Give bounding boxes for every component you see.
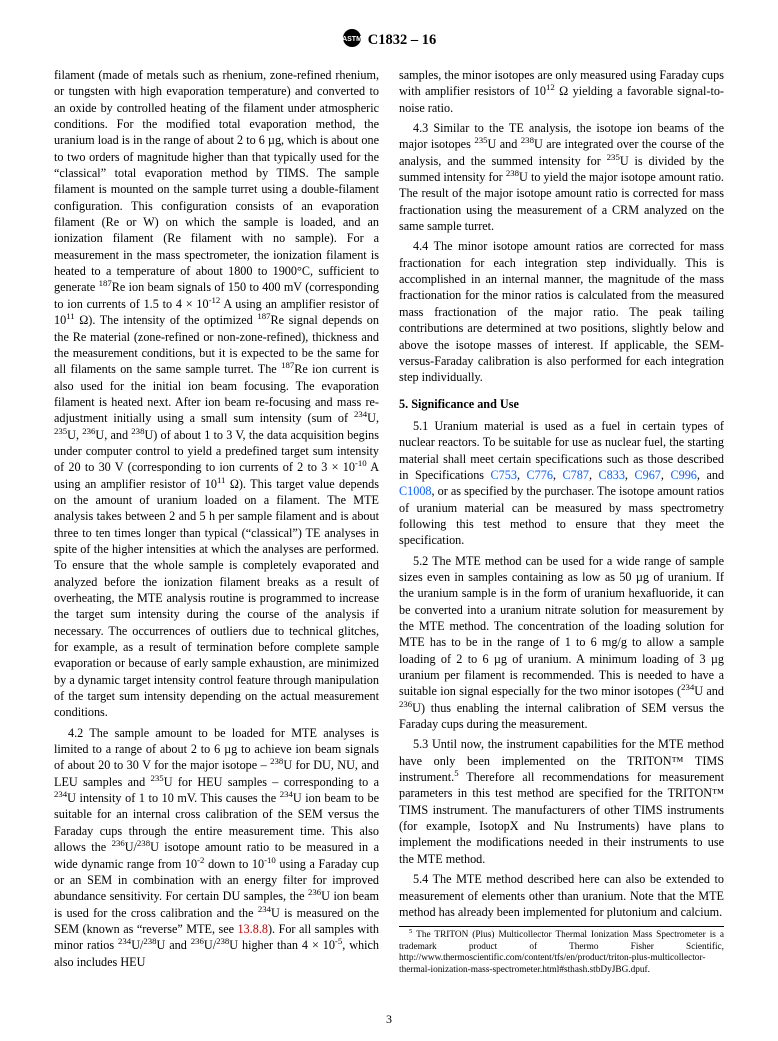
ref-c776[interactable]: C776 <box>527 468 553 482</box>
para-5-4: 5.4 The MTE method described here can al… <box>399 871 724 920</box>
doc-designation: C1832 – 16 <box>368 32 436 48</box>
para-5-1: 5.1 Uranium material is used as a fuel i… <box>399 418 724 549</box>
para-5-2: 5.2 The MTE method can be used for a wid… <box>399 553 724 733</box>
footnote-5: 5 The TRITON (Plus) Multicollector Therm… <box>399 926 724 976</box>
xref-13-8-8[interactable]: 13.8.8 <box>238 922 268 936</box>
astm-logo-icon: ASTM <box>342 28 362 53</box>
page: ASTM C1832 – 16 filament (made of metals… <box>0 0 778 1041</box>
ref-c753[interactable]: C753 <box>491 468 517 482</box>
ref-c833[interactable]: C833 <box>599 468 625 482</box>
para-4-3: 4.3 Similar to the TE analysis, the isot… <box>399 120 724 234</box>
para-4-2: 4.2 The sample amount to be loaded for M… <box>54 725 379 970</box>
section-5-heading: 5. Significance and Use <box>399 396 724 412</box>
body-columns: filament (made of metals such as rhenium… <box>54 67 724 977</box>
para-4-1-cont: filament (made of metals such as rhenium… <box>54 67 379 721</box>
para-5-3: 5.3 Until now, the instrument capabiliti… <box>399 736 724 867</box>
para-4-2-cont: samples, the minor isotopes are only mea… <box>399 67 724 116</box>
ref-c996[interactable]: C996 <box>670 468 696 482</box>
para-4-4: 4.4 The minor isotope amount ratios are … <box>399 238 724 385</box>
ref-c967[interactable]: C967 <box>634 468 660 482</box>
page-number: 3 <box>0 1012 778 1027</box>
ref-c787[interactable]: C787 <box>563 468 589 482</box>
ref-c1008[interactable]: C1008 <box>399 484 432 498</box>
doc-header: ASTM C1832 – 16 <box>54 28 724 53</box>
svg-text:ASTM: ASTM <box>342 36 362 43</box>
